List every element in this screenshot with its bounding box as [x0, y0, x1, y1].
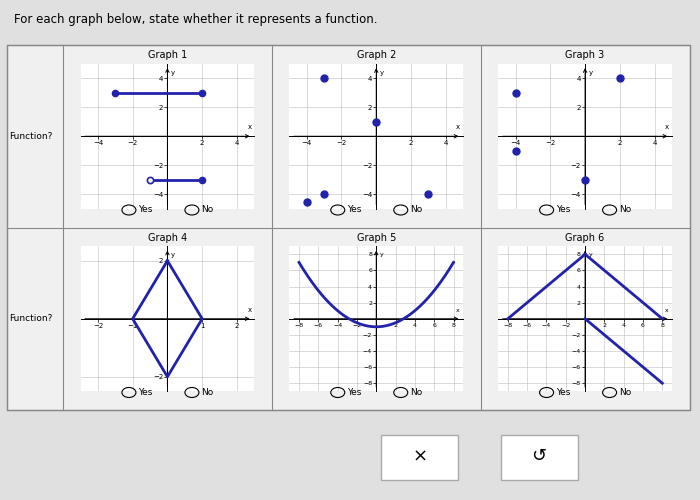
- Text: Yes: Yes: [347, 388, 361, 397]
- Text: x: x: [456, 124, 461, 130]
- Text: y: y: [171, 70, 175, 75]
- Text: Graph 2: Graph 2: [356, 50, 396, 60]
- Text: No: No: [410, 388, 422, 397]
- Text: Graph 5: Graph 5: [356, 232, 396, 242]
- Text: No: No: [619, 206, 631, 214]
- Text: Yes: Yes: [138, 206, 153, 214]
- Text: Graph 4: Graph 4: [148, 232, 187, 242]
- Text: y: y: [589, 252, 592, 257]
- Text: Graph 3: Graph 3: [566, 50, 605, 60]
- Text: ↺: ↺: [531, 448, 547, 466]
- Text: x: x: [456, 308, 460, 313]
- Text: No: No: [201, 206, 214, 214]
- Text: For each graph below, state whether it represents a function.: For each graph below, state whether it r…: [14, 12, 377, 26]
- Text: Yes: Yes: [556, 388, 570, 397]
- Text: x: x: [665, 308, 668, 313]
- Text: x: x: [247, 307, 251, 313]
- Text: Function?: Function?: [9, 314, 52, 324]
- Text: Graph 1: Graph 1: [148, 50, 187, 60]
- Text: y: y: [379, 70, 384, 75]
- Text: x: x: [247, 124, 251, 130]
- Text: Yes: Yes: [556, 206, 570, 214]
- Text: Yes: Yes: [138, 388, 153, 397]
- Text: No: No: [619, 388, 631, 397]
- Text: x: x: [665, 124, 669, 130]
- Text: Graph 6: Graph 6: [566, 232, 605, 242]
- Text: No: No: [201, 388, 214, 397]
- Text: y: y: [171, 252, 175, 258]
- Text: Yes: Yes: [347, 206, 361, 214]
- Text: y: y: [589, 70, 593, 75]
- Text: No: No: [410, 206, 422, 214]
- Text: y: y: [379, 252, 384, 257]
- Text: ×: ×: [412, 448, 428, 466]
- Text: Function?: Function?: [9, 132, 52, 141]
